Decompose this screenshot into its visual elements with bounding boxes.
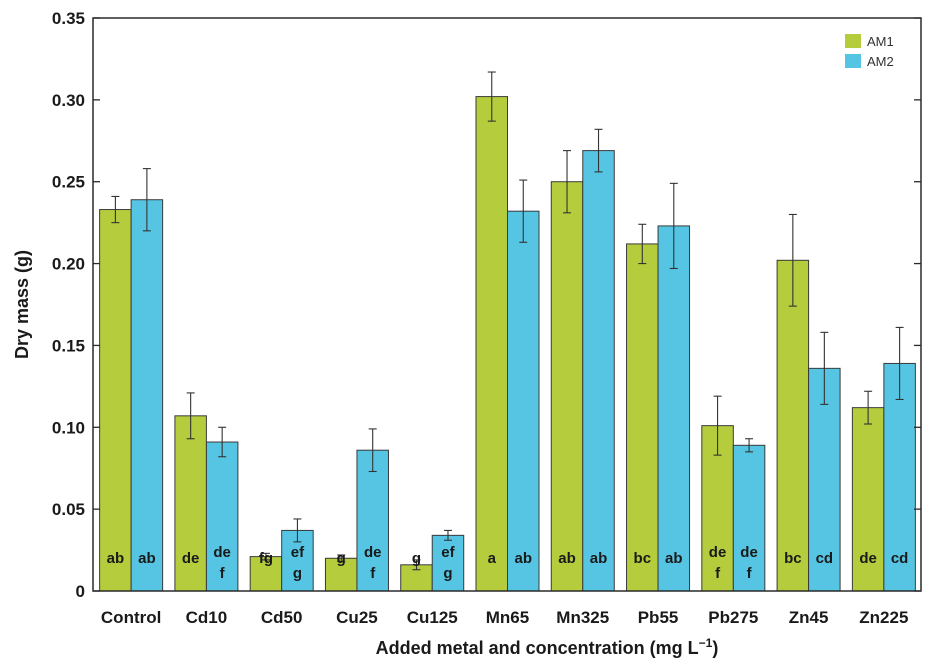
bar-cd50-am2: [281, 529, 314, 592]
x-tick-label-cd50: Cd50: [261, 608, 303, 627]
y-axis-title: Dry mass (g): [12, 250, 32, 359]
bar-cd10-am2: [205, 441, 239, 592]
significance-letter-zn225-am2: cd: [891, 550, 909, 567]
significance-letter-zn225-am1: de: [859, 550, 877, 567]
significance-letter-mn325-am2: ab: [590, 550, 608, 567]
y-tick-label: 0.35: [52, 9, 85, 28]
x-tick-label-mn325: Mn325: [556, 608, 609, 627]
x-tick-labels-layer: Control Cd10 Cd50 Cu25 Cu125 Mn65 Mn325 Pb55 Pb2…: [101, 608, 909, 627]
bar-pb275-am2: [732, 444, 766, 592]
significance-letter-cu125-am2: g: [443, 565, 452, 582]
significance-letter-pb55-am1: bc: [634, 550, 652, 567]
bar-mn325-am2: [582, 150, 615, 592]
x-tick-label-control: Control: [101, 608, 161, 627]
significance-letter-pb55-am2: ab: [665, 550, 683, 567]
significance-letter-cd50-am2: ef: [291, 544, 305, 561]
x-axis-title-superscript: −1: [699, 636, 713, 650]
significance-letter-mn65-am1: a: [488, 550, 497, 567]
significance-letter-cd10-am1: de: [182, 550, 200, 567]
significance-letter-cu25-am1: g: [337, 550, 346, 567]
plot-frame: [92, 17, 922, 592]
significance-letter-pb275-am1: de: [709, 544, 727, 561]
bar-cu125-am2: [431, 534, 465, 592]
legend-swatch-am2: [845, 54, 861, 68]
x-axis-title-main: Added metal and concentration (mg L: [376, 638, 699, 658]
significance-letter-cu25-am2: f: [370, 565, 376, 582]
y-tick-label: 0.15: [52, 336, 85, 355]
bar-mn65-am2: [507, 210, 540, 592]
significance-letter-pb275-am1: f: [715, 565, 721, 582]
legend-label-am1: AM1: [867, 34, 894, 49]
significance-letter-pb275-am2: f: [747, 565, 753, 582]
significance-letter-cd10-am2: f: [220, 565, 226, 582]
x-tick-label-pb275: Pb275: [708, 608, 758, 627]
significance-letter-control-am1: ab: [107, 550, 125, 567]
significance-letter-cd50-am1: fg: [259, 550, 273, 567]
bar-zn45-am1: [776, 259, 810, 592]
bar-mn325-am1: [550, 181, 584, 592]
x-axis-title-suffix: ): [712, 638, 718, 658]
bar-cd10-am1: [174, 415, 207, 592]
significance-letter-cu125-am2: ef: [441, 544, 455, 561]
legend-swatch-am1: [845, 34, 861, 48]
error-bars-layer: [111, 71, 904, 571]
bar-pb55-am2: [657, 225, 691, 592]
legend: AM1 AM2: [845, 34, 894, 69]
bar-pb55-am1: [626, 243, 659, 592]
significance-letter-zn45-am1: bc: [784, 550, 802, 567]
bars-layer: [99, 96, 916, 592]
bar-mn65-am1: [475, 96, 508, 592]
significance-letter-mn325-am1: ab: [558, 550, 576, 567]
y-ticks-layer: 0 0.05 0.10 0.15 0.20 0.25 0.30 0.35: [52, 9, 921, 601]
bar-control-am2: [130, 199, 164, 592]
y-tick-label: 0.30: [52, 91, 85, 110]
x-tick-label-mn65: Mn65: [486, 608, 529, 627]
x-tick-label-zn225: Zn225: [859, 608, 908, 627]
significance-letter-control-am2: ab: [138, 550, 156, 567]
significance-letter-zn45-am2: cd: [816, 550, 834, 567]
bar-cu25-am2: [356, 449, 389, 592]
y-tick-label: 0.05: [52, 500, 85, 519]
significance-letter-pb275-am2: de: [740, 544, 758, 561]
significance-letter-mn65-am2: ab: [514, 550, 532, 567]
bar-zn45-am2: [808, 367, 841, 592]
significance-letter-cu125-am1: g: [412, 550, 421, 567]
significance-letter-cd10-am2: de: [213, 544, 231, 561]
y-tick-label: 0: [76, 582, 85, 601]
y-tick-label: 0.25: [52, 173, 85, 192]
significance-letter-cu25-am2: de: [364, 544, 382, 561]
bar-zn225-am1: [851, 407, 885, 592]
x-tick-label-pb55: Pb55: [638, 608, 679, 627]
x-tick-label-cd10: Cd10: [186, 608, 228, 627]
significance-letter-cd50-am2: g: [293, 565, 302, 582]
y-tick-label: 0.20: [52, 255, 85, 274]
legend-label-am2: AM2: [867, 54, 894, 69]
x-tick-label-cu125: Cu125: [407, 608, 458, 627]
y-tick-label: 0.10: [52, 418, 85, 437]
x-tick-label-zn45: Zn45: [789, 608, 829, 627]
bar-control-am1: [99, 209, 132, 592]
x-axis-title: Added metal and concentration (mg L−1): [376, 636, 719, 658]
x-tick-label-cu25: Cu25: [336, 608, 378, 627]
